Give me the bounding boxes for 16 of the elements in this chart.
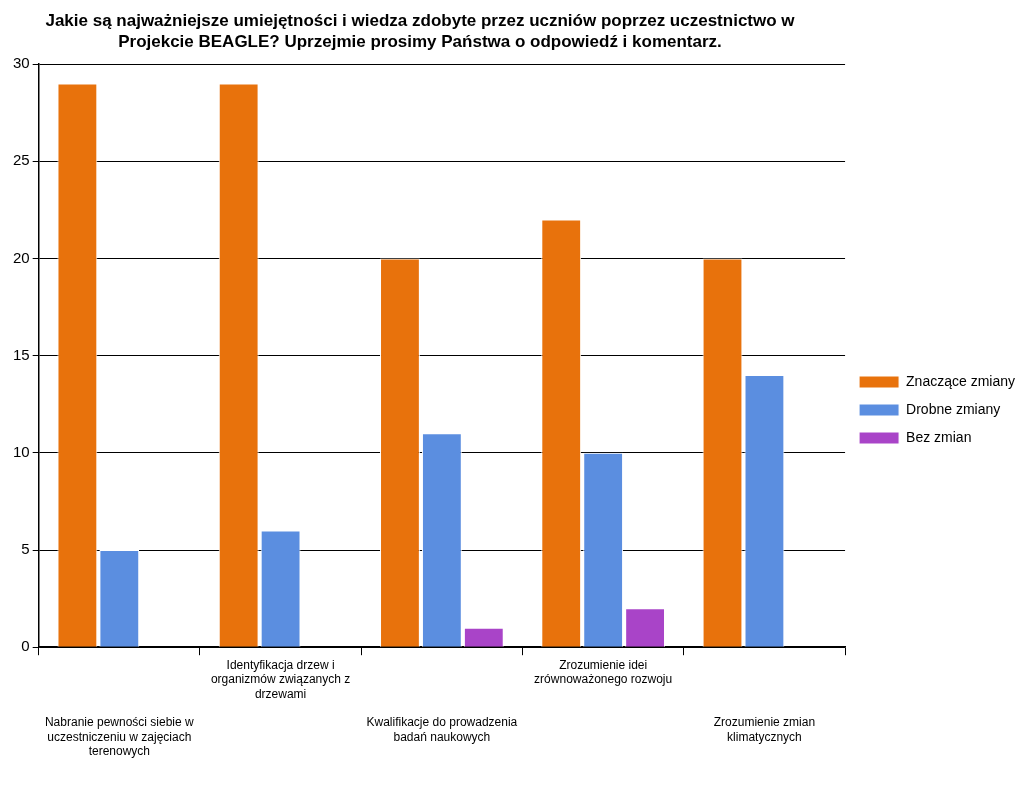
chart-title: Jakie są najważniejsze umiejętności i wiedza zdobyte przez uczniów poprzez uczestnictwo w Projekcie BEAGLE? Uprzejmie prosimy Państwa o odpowiedź i komentarz. bbox=[44, 10, 796, 52]
legend-label: Bez zmian bbox=[906, 428, 972, 445]
y-tick-label: 15 bbox=[13, 345, 30, 363]
x-tick-label: Nabranie pewności siebie w uczestniczeniu w zajęciach terenowych bbox=[44, 715, 195, 759]
legend-label: Drobne zmiany bbox=[906, 400, 1001, 417]
y-tick-label: 5 bbox=[21, 540, 30, 558]
y-tick-label: 10 bbox=[13, 442, 30, 460]
x-tick-label: Identyfikacja drzew i organizmów związanych z drzewami bbox=[210, 657, 351, 701]
y-tick-label: 25 bbox=[13, 151, 30, 169]
y-tick-label: 20 bbox=[13, 248, 30, 266]
legend-label: Znaczące zmiany bbox=[906, 372, 1016, 389]
x-tick-label: Kwalifikacje do prowadzenia badań naukowych bbox=[366, 715, 518, 744]
x-tick-label: Zrozumienie zmian klimatycznych bbox=[713, 715, 816, 744]
y-tick-label: 0 bbox=[21, 637, 30, 655]
x-tick-label: Zrozumienie idei zrównoważonego rozwoju bbox=[534, 657, 673, 687]
y-tick-label: 30 bbox=[13, 54, 30, 72]
